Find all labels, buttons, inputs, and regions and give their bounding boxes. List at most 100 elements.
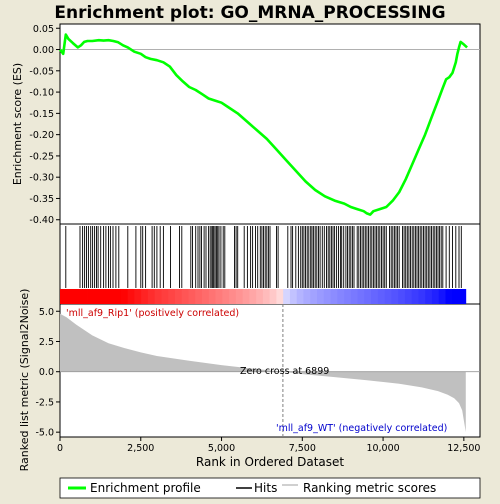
ranking-color-segment bbox=[445, 289, 453, 304]
ranking-color-segment bbox=[168, 289, 176, 304]
ranking-metric-area bbox=[60, 313, 466, 433]
ranking-color-segment bbox=[195, 289, 203, 304]
ranking-color-segment bbox=[174, 289, 183, 304]
es-ytick-label: -0.35 bbox=[29, 194, 54, 205]
es-ytick-label: -0.20 bbox=[29, 130, 54, 141]
ranking-color-segment bbox=[418, 289, 426, 304]
ranking-color-segment bbox=[60, 289, 68, 304]
ranking-color-segment bbox=[364, 289, 372, 304]
es-ytick-label: 0.05 bbox=[33, 24, 54, 35]
ranking-color-segment bbox=[134, 289, 142, 304]
ranking-color-segment bbox=[161, 289, 169, 304]
ranking-color-segment bbox=[269, 289, 277, 304]
ranking-color-segment bbox=[181, 289, 189, 304]
ranking-color-segment bbox=[371, 289, 379, 304]
ranking-color-segment bbox=[323, 289, 331, 304]
ranking-color-segment bbox=[222, 289, 230, 304]
es-ylabel: Enrichment score (ES) bbox=[11, 63, 24, 185]
ranking-color-segment bbox=[459, 289, 467, 304]
ranking-color-segment bbox=[404, 289, 413, 304]
ranking-color-segment bbox=[73, 289, 81, 304]
ranking-color-segment bbox=[431, 289, 440, 304]
metric-xtick-label: 2,500 bbox=[127, 443, 154, 454]
enrichment-profile-line bbox=[58, 33, 468, 216]
ranking-color-segment bbox=[188, 289, 196, 304]
es-ytick-label: -0.30 bbox=[29, 173, 54, 184]
axis-layer: 0.050.00-0.05-0.10-0.15-0.20-0.25-0.30-0… bbox=[29, 24, 480, 454]
ranking-color-segment bbox=[262, 289, 271, 304]
ranking-color-segment bbox=[147, 289, 156, 304]
ranking-color-segment bbox=[215, 289, 223, 304]
metric-xtick-label: 5,000 bbox=[208, 443, 235, 454]
ranking-color-segment bbox=[235, 289, 244, 304]
metric-ytick-label: 2.5 bbox=[39, 337, 54, 348]
metric-xtick-label: 12,500 bbox=[447, 443, 480, 454]
ranking-color-segment bbox=[276, 289, 284, 304]
hits-layer bbox=[65, 226, 462, 288]
es-panel bbox=[59, 23, 481, 225]
ranking-color-segment bbox=[114, 289, 122, 304]
ranking-color-segment bbox=[66, 289, 74, 304]
ranking-color-segment bbox=[208, 289, 216, 304]
ranking-color-segment bbox=[316, 289, 325, 304]
zero-cross-label: Zero cross at 6899 bbox=[240, 366, 329, 377]
es-ytick-label: -0.15 bbox=[29, 109, 54, 120]
es-ytick-label: -0.40 bbox=[29, 215, 54, 226]
ranking-color-bar bbox=[60, 289, 467, 304]
ranking-color-segment bbox=[357, 289, 365, 304]
metric-ytick-label: -2.5 bbox=[35, 397, 54, 408]
ranking-color-segment bbox=[249, 289, 257, 304]
ranking-color-segment bbox=[344, 289, 352, 304]
chart-title: Enrichment plot: GO_MRNA_PROCESSING bbox=[54, 3, 445, 23]
metric-ylabel: Ranked list metric (Signal2Noise) bbox=[18, 289, 31, 472]
metric-xtick-label: 7,500 bbox=[289, 443, 316, 454]
ranking-color-segment bbox=[289, 289, 298, 304]
metric-xtick-label: 0 bbox=[57, 443, 63, 454]
es-ytick-label: -0.05 bbox=[29, 66, 54, 77]
metric-layer bbox=[60, 304, 480, 437]
ranking-color-segment bbox=[154, 289, 162, 304]
ranking-color-segment bbox=[438, 289, 446, 304]
ranking-color-segment bbox=[93, 289, 101, 304]
es-layer bbox=[58, 33, 480, 216]
positive-corr-label: 'mll_af9_Rip1' (positively correlated) bbox=[66, 308, 239, 319]
ranking-color-segment bbox=[398, 289, 406, 304]
ranking-color-segment bbox=[127, 289, 135, 304]
legend-label-hits: Hits bbox=[254, 481, 277, 495]
ranking-color-segment bbox=[256, 289, 264, 304]
es-ytick-label: 0.00 bbox=[33, 45, 54, 56]
ranking-color-segment bbox=[87, 289, 95, 304]
ranking-color-segment bbox=[337, 289, 345, 304]
ranking-color-segment bbox=[296, 289, 304, 304]
ranking-color-segment bbox=[107, 289, 115, 304]
ranking-color-segment bbox=[202, 289, 210, 304]
ranking-color-segment bbox=[100, 289, 108, 304]
ranking-color-segment bbox=[452, 289, 460, 304]
legend-label-enrichment: Enrichment profile bbox=[90, 481, 201, 495]
es-ytick-label: -0.25 bbox=[29, 151, 54, 162]
ranking-color-segment bbox=[80, 289, 88, 304]
ranking-color-segment bbox=[141, 289, 149, 304]
es-ytick-label: -0.10 bbox=[29, 88, 54, 99]
ranking-color-segment bbox=[384, 289, 392, 304]
ranking-color-segment bbox=[425, 289, 433, 304]
ranking-color-segment bbox=[330, 289, 338, 304]
ranking-color-segment bbox=[242, 289, 250, 304]
metric-xlabel: Rank in Ordered Dataset bbox=[196, 455, 344, 469]
ranking-color-segment bbox=[350, 289, 358, 304]
ranking-color-segment bbox=[391, 289, 399, 304]
legend-box bbox=[59, 477, 481, 499]
ranking-color-segment bbox=[229, 289, 237, 304]
ranking-color-segment bbox=[303, 289, 311, 304]
ranking-color-segment bbox=[411, 289, 419, 304]
legend-label-metric: Ranking metric scores bbox=[303, 481, 436, 495]
metric-xtick-label: 10,000 bbox=[366, 443, 399, 454]
metric-ytick-label: 0.0 bbox=[39, 367, 54, 378]
ranking-color-segment bbox=[310, 289, 318, 304]
ranking-color-segment bbox=[120, 289, 129, 304]
ranking-color-segment bbox=[377, 289, 386, 304]
metric-ytick-label: -5.0 bbox=[35, 428, 54, 439]
metric-ytick-label: 5.0 bbox=[39, 307, 54, 318]
